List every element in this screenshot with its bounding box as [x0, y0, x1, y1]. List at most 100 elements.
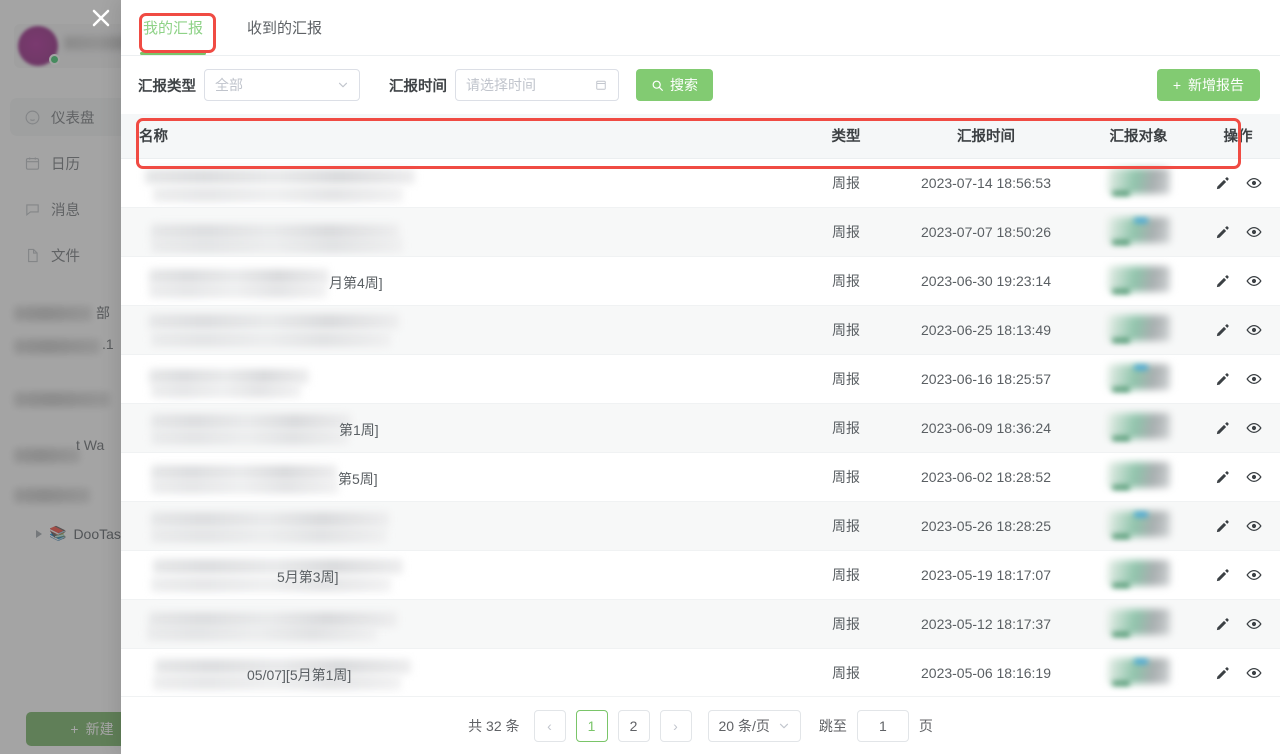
cell-name[interactable]: 第5周] — [121, 452, 801, 502]
tab-my-reports[interactable]: 我的汇报 — [138, 0, 208, 55]
eye-icon[interactable] — [1245, 616, 1262, 632]
edit-pencil-icon[interactable] — [1215, 567, 1231, 583]
cell-name[interactable]: 5月第3周] — [121, 550, 801, 600]
cell-actions — [1196, 501, 1280, 551]
column-header-action[interactable]: 操作 — [1196, 114, 1280, 159]
cell-actions — [1196, 452, 1280, 502]
cell-time: 2023-06-02 18:28:52 — [891, 452, 1081, 502]
redaction-bar — [151, 223, 399, 239]
table-row[interactable]: 月第4周] 周报 2023-06-30 19:23:14 — [121, 256, 1280, 306]
table-row[interactable]: 第5周] 周报 2023-06-02 18:28:52 — [121, 452, 1280, 502]
report-name-redacted — [139, 355, 791, 403]
table-row[interactable]: 周报 2023-05-12 18:17:37 — [121, 599, 1280, 649]
search-button[interactable]: 搜索 — [636, 69, 713, 101]
avatar-group-blur — [1107, 266, 1170, 292]
search-icon — [651, 79, 664, 92]
eye-icon[interactable] — [1245, 273, 1262, 289]
table-row[interactable]: 周报 2023-06-25 18:13:49 — [121, 305, 1280, 355]
edit-pencil-icon[interactable] — [1215, 175, 1231, 191]
cell-actions — [1196, 256, 1280, 306]
cell-name[interactable] — [121, 501, 801, 551]
redaction-bar — [149, 268, 329, 284]
report-target-avatars-redacted — [1107, 658, 1170, 687]
edit-pencil-icon[interactable] — [1215, 420, 1231, 436]
row-action-group — [1206, 224, 1270, 240]
cell-name[interactable] — [121, 158, 801, 208]
pagination-page-1[interactable]: 1 — [575, 709, 608, 742]
eye-icon[interactable] — [1245, 567, 1262, 583]
pagination-next-button[interactable]: › — [659, 709, 692, 742]
report-name-fragment: 第5周] — [338, 470, 378, 487]
edit-pencil-icon[interactable] — [1215, 616, 1231, 632]
table-row[interactable]: 周报 2023-07-07 18:50:26 — [121, 207, 1280, 257]
cell-type: 周报 — [801, 452, 891, 502]
cell-target — [1081, 256, 1196, 306]
table-row[interactable]: 周报 2023-05-26 18:28:25 — [121, 501, 1280, 551]
column-header-target[interactable]: 汇报对象 — [1081, 114, 1196, 159]
edit-pencil-icon[interactable] — [1215, 469, 1231, 485]
edit-pencil-icon[interactable] — [1215, 224, 1231, 240]
add-report-button[interactable]: + 新增报告 — [1156, 69, 1260, 101]
avatar-group-blur — [1107, 609, 1170, 635]
report-time-datepicker[interactable]: 请选择时间 — [455, 69, 619, 101]
column-header-name[interactable]: 名称 — [121, 114, 801, 159]
cell-target — [1081, 403, 1196, 453]
report-type-select[interactable]: 全部 — [204, 69, 360, 101]
tab-received-reports[interactable]: 收到的汇报 — [242, 0, 327, 55]
tab-bar: 我的汇报 收到的汇报 — [121, 0, 1280, 56]
cell-name[interactable] — [121, 207, 801, 257]
table-row[interactable]: 周报 2023-06-16 18:25:57 — [121, 354, 1280, 404]
cell-target — [1081, 158, 1196, 208]
row-action-group — [1206, 420, 1270, 436]
cell-name[interactable]: 第1周] — [121, 403, 801, 453]
report-name-redacted: 第1周] — [139, 404, 791, 452]
report-target-avatars-redacted — [1107, 560, 1170, 589]
filter-bar: 汇报类型 全部 汇报时间 请选择时间 搜索 — [121, 56, 1280, 114]
avatar-group-blur — [1107, 462, 1170, 488]
edit-pencil-icon[interactable] — [1215, 322, 1231, 338]
report-name-redacted — [139, 208, 791, 256]
chevron-down-icon — [778, 720, 790, 732]
pagination-prev-button[interactable]: ‹ — [533, 709, 566, 742]
eye-icon[interactable] — [1245, 175, 1262, 191]
report-target-avatars-redacted — [1107, 511, 1170, 540]
table-row[interactable]: 5月第3周] 周报 2023-05-19 18:17:07 — [121, 550, 1280, 600]
redaction-bar — [149, 368, 309, 384]
cell-target — [1081, 501, 1196, 551]
eye-icon[interactable] — [1245, 518, 1262, 534]
report-name-redacted: 第5周] — [139, 453, 791, 501]
eye-icon[interactable] — [1245, 371, 1262, 387]
jump-to-input[interactable] — [856, 709, 909, 742]
table-row[interactable]: 05/07][5月第1周] 周报 2023-05-06 18:16:19 — [121, 648, 1280, 696]
cell-actions — [1196, 403, 1280, 453]
avatar-accent-green — [1111, 681, 1130, 686]
avatar-accent-blue — [1133, 365, 1148, 370]
cell-name[interactable]: 月第4周] — [121, 256, 801, 306]
edit-pencil-icon[interactable] — [1215, 665, 1231, 681]
close-icon[interactable] — [88, 5, 114, 31]
redaction-bar — [151, 429, 349, 445]
avatar-group-blur — [1107, 560, 1170, 586]
cell-name[interactable]: 05/07][5月第1周] — [121, 648, 801, 696]
redaction-bar — [145, 168, 415, 184]
cell-name[interactable] — [121, 305, 801, 355]
edit-pencil-icon[interactable] — [1215, 518, 1231, 534]
column-header-time[interactable]: 汇报时间 — [891, 114, 1081, 159]
page-size-select[interactable]: 20 条/页 — [707, 709, 801, 742]
reports-table-container[interactable]: 名称 类型 汇报时间 汇报对象 操作 周报 2023-07-14 18:56:53… — [121, 114, 1280, 696]
avatar-accent-blue — [1133, 659, 1148, 664]
edit-pencil-icon[interactable] — [1215, 273, 1231, 289]
eye-icon[interactable] — [1245, 420, 1262, 436]
table-row[interactable]: 第1周] 周报 2023-06-09 18:36:24 — [121, 403, 1280, 453]
table-row[interactable]: 周报 2023-07-14 18:56:53 — [121, 158, 1280, 208]
edit-pencil-icon[interactable] — [1215, 371, 1231, 387]
eye-icon[interactable] — [1245, 469, 1262, 485]
cell-name[interactable] — [121, 354, 801, 404]
eye-icon[interactable] — [1245, 665, 1262, 681]
cell-name[interactable] — [121, 599, 801, 649]
column-header-type[interactable]: 类型 — [801, 114, 891, 159]
eye-icon[interactable] — [1245, 224, 1262, 240]
pagination-page-2[interactable]: 2 — [617, 709, 650, 742]
eye-icon[interactable] — [1245, 322, 1262, 338]
avatar-accent-green — [1111, 289, 1130, 294]
